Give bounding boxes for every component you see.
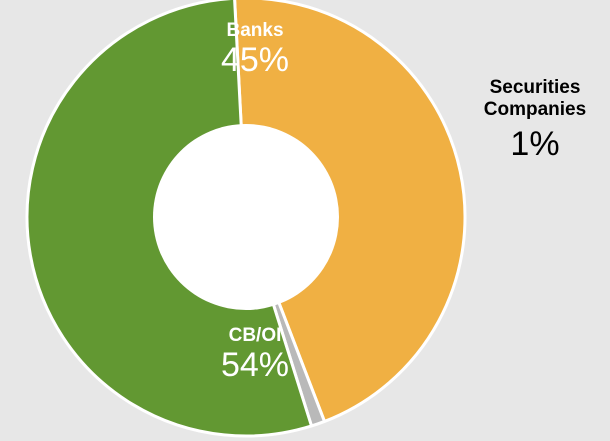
slice-label-banks: Banks 45% <box>160 20 350 80</box>
slice-name-cboi: CB/OI <box>228 325 282 346</box>
slice-percent-cboi: 54% <box>220 346 290 385</box>
slice-name-banks: Banks <box>226 20 284 41</box>
slice-percent-banks: 45% <box>220 41 290 80</box>
slice-banks <box>233 0 467 423</box>
donut-hole <box>153 124 339 310</box>
slice-percent-securities-companies: 1% <box>510 124 560 163</box>
slice-name-securities-line1: Securities <box>489 77 581 98</box>
slice-label-cboi: CB/OI 54% <box>160 325 350 385</box>
slice-name-securities-line2: Companies <box>483 99 587 121</box>
slice-label-securities-companies: Securities Companies 1% <box>455 77 610 163</box>
